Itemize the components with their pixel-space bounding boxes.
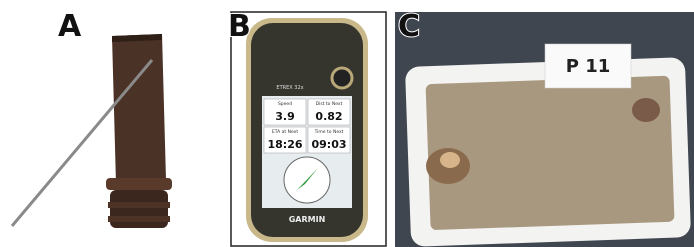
panel-label: B	[228, 9, 251, 44]
field-name: Dist to Next	[316, 101, 343, 107]
panel-label: C	[398, 9, 420, 44]
gps-joystick	[332, 68, 352, 88]
corer-tube	[112, 34, 166, 184]
corer-ring	[106, 178, 172, 190]
sign-text: P 11	[566, 56, 611, 77]
field-value: 18:26	[267, 138, 302, 151]
gps-device: ETREX 32x Speed 3.9 Dist to Next 0.82 ET…	[246, 18, 368, 242]
gps-model: ETREX 32x	[276, 85, 303, 91]
field-value: 3.9	[275, 110, 295, 123]
sample-lump	[440, 152, 460, 168]
corer-band	[108, 216, 170, 222]
field-name: ETA at Next	[272, 129, 298, 135]
corer-base	[110, 190, 168, 228]
panel-label: A	[58, 9, 82, 44]
corer-band	[108, 202, 170, 208]
gps-brand: GARMIN	[289, 215, 326, 224]
field-name: Speed	[278, 101, 292, 107]
field-value: 09:03	[311, 138, 346, 151]
field-value: 0.82	[315, 110, 342, 123]
figure: A ETREX 32x Speed 3.9 Dist to Next 0.82 …	[0, 0, 694, 247]
sample-lump	[632, 98, 660, 122]
field-name: Time to Next	[314, 129, 344, 135]
